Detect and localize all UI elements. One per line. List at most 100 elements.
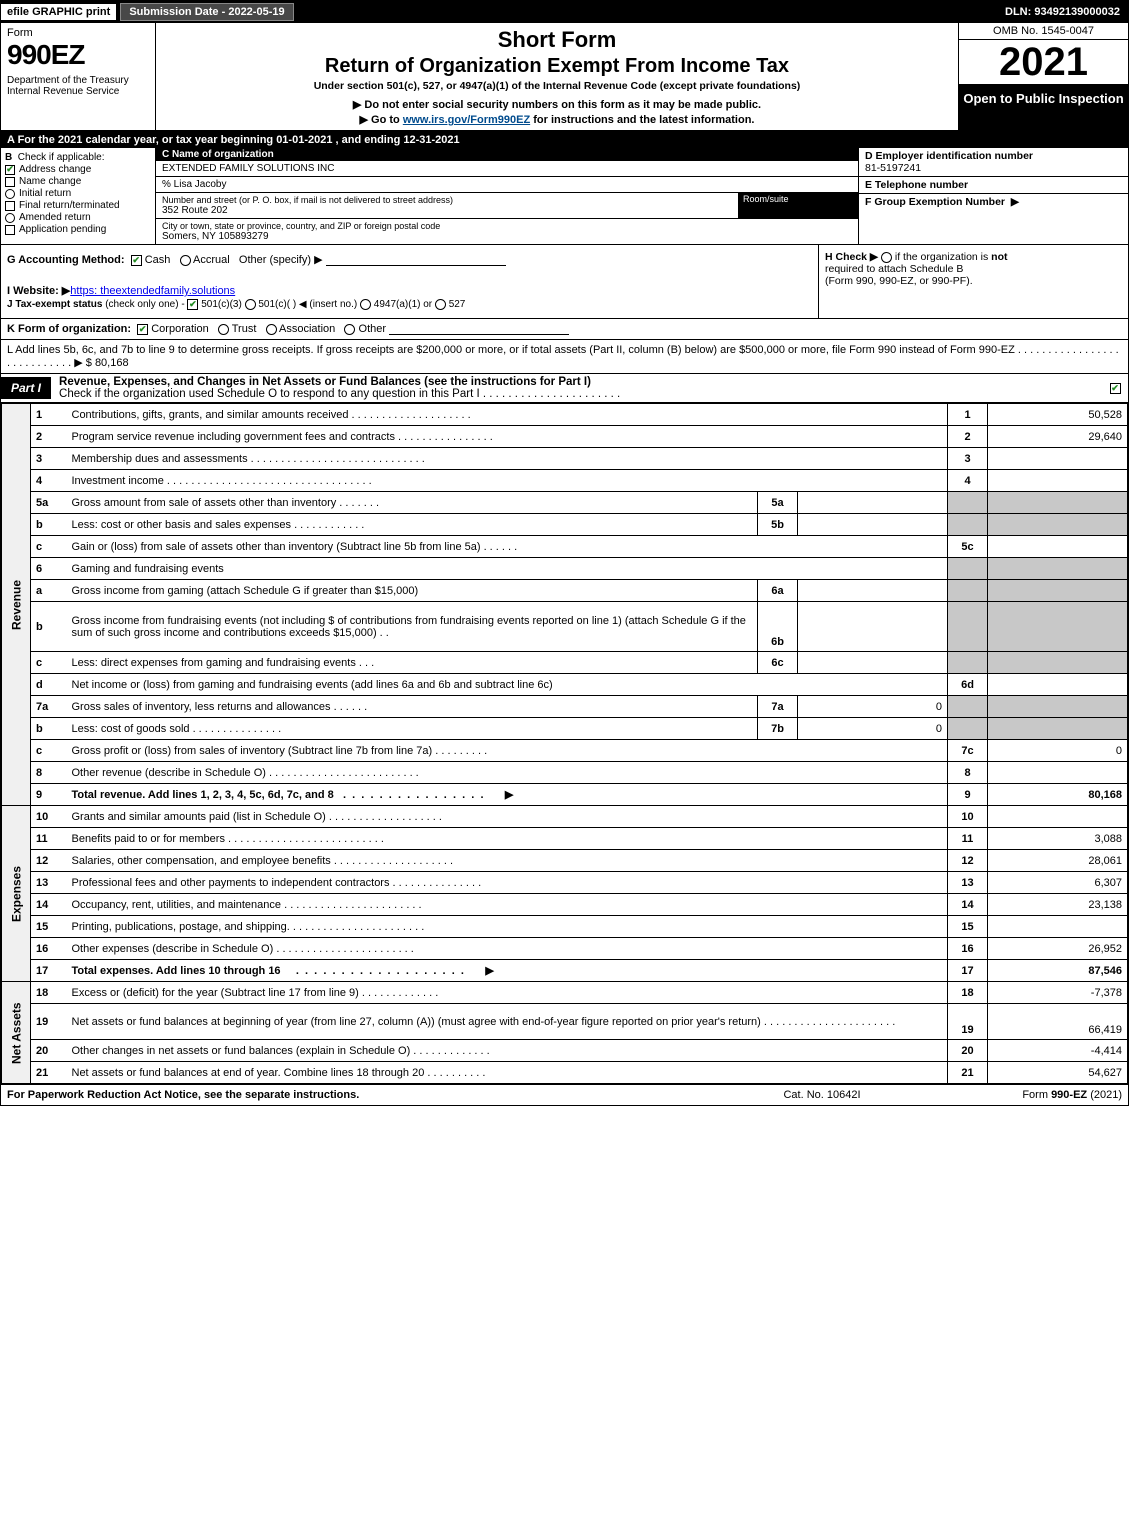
open-to-public: Open to Public Inspection [959,85,1128,130]
chk-address-change[interactable]: ✔Address change [5,164,151,175]
h-checkbox[interactable] [881,252,892,263]
netassets-sidelabel: Net Assets [2,982,31,1084]
chk-name-change[interactable]: Name change [5,176,151,187]
k-other: Other [359,323,387,335]
section-h: H Check ▶ if the organization is not req… [818,245,1128,318]
line-num: 2 [31,426,67,448]
i-label: I Website: ▶ [7,285,70,297]
line-rval [988,674,1128,696]
f-label: F Group Exemption Number [865,196,1005,208]
c-header: C Name of organization [156,148,858,161]
corporation-checkbox[interactable]: ✔ [137,324,148,335]
chk-initial-return[interactable]: Initial return [5,188,151,199]
room-suite-label: Room/suite [738,193,858,218]
header-center: Short Form Return of Organization Exempt… [156,23,958,130]
line-rnum: 1 [948,404,988,426]
section-f: F Group Exemption Number ▶ [859,194,1128,210]
grey-cell [988,696,1128,718]
b-text: Check if applicable: [18,152,105,163]
sections-b-through-f: B Check if applicable: ✔Address change N… [1,148,1128,245]
part-i-check-line: Check if the organization used Schedule … [59,388,620,400]
under-section: Under section 501(c), 527, or 4947(a)(1)… [166,80,948,92]
line-num: 10 [31,806,67,828]
cash-checkbox[interactable]: ✔ [131,255,142,266]
cash-label: Cash [145,254,171,266]
line-midnum: 5b [758,514,798,536]
line-rval: 3,088 [988,828,1128,850]
form-word: Form [7,27,149,39]
line-desc: Professional fees and other payments to … [67,872,948,894]
chk-amended-return[interactable]: Amended return [5,212,151,223]
trust-checkbox[interactable] [218,324,229,335]
line-rnum: 15 [948,916,988,938]
association-checkbox[interactable] [266,324,277,335]
chk-application-pending[interactable]: Application pending [5,224,151,235]
line-midnum: 6b [758,602,798,652]
line-midval [798,580,948,602]
accrual-checkbox[interactable] [180,255,191,266]
line-rnum: 4 [948,470,988,492]
line-desc: Less: direct expenses from gaming and fu… [67,652,758,674]
line-midval [798,652,948,674]
h-text1: H Check ▶ [825,251,881,263]
line-rval [988,536,1128,558]
chk-label: Final return/terminated [19,200,120,211]
501c-checkbox[interactable] [245,299,256,310]
line-num: 19 [31,1004,67,1040]
grey-cell [988,514,1128,536]
line-num: 12 [31,850,67,872]
line-num: 17 [31,960,67,982]
other-blank[interactable] [326,254,506,266]
line-rval [988,762,1128,784]
line-midnum: 6a [758,580,798,602]
part-i-checkbox[interactable]: ✔ [1102,382,1128,394]
k-other-blank[interactable] [389,323,569,335]
line-desc: Net income or (loss) from gaming and fun… [67,674,948,696]
form-header: Form 990EZ Department of the Treasury In… [1,23,1128,132]
line-rval: 6,307 [988,872,1128,894]
top-bar: efile GRAPHIC print Submission Date - 20… [1,1,1128,23]
section-l: L Add lines 5b, 6c, and 7b to line 9 to … [1,340,1128,374]
line-desc: Excess or (deficit) for the year (Subtra… [67,982,948,1004]
grey-cell [988,718,1128,740]
j-opt2: 501(c)( ) ◀ (insert no.) [258,299,357,310]
line-rval: -4,414 [988,1040,1128,1062]
section-i: I Website: ▶https: theextendedfamily.sol… [7,284,812,297]
line-rval: 0 [988,740,1128,762]
grey-cell [988,558,1128,580]
line-num: a [31,580,67,602]
part-i-label: Part I [1,377,51,399]
line-num: 11 [31,828,67,850]
irs-link[interactable]: www.irs.gov/Form990EZ [403,114,530,126]
h-text3: required to attach Schedule B [825,263,1122,275]
chk-final-return[interactable]: Final return/terminated [5,200,151,211]
sections-d-e-f: D Employer identification number 81-5197… [858,148,1128,244]
section-g: G Accounting Method: ✔ Cash Accrual Othe… [7,253,812,266]
footer-right-pre: Form [1022,1089,1051,1101]
section-c: C Name of organization EXTENDED FAMILY S… [156,148,858,244]
l-value: 80,168 [95,357,129,369]
grey-cell [988,652,1128,674]
submission-date: Submission Date - 2022-05-19 [120,3,293,21]
line-num: d [31,674,67,696]
grey-cell [948,652,988,674]
efile-graphic-print[interactable]: efile GRAPHIC print [1,4,116,20]
4947-checkbox[interactable] [360,299,371,310]
527-checkbox[interactable] [435,299,446,310]
line-rval [988,806,1128,828]
goto-post: for instructions and the latest informat… [530,114,754,126]
line-rval: 54,627 [988,1062,1128,1084]
line-midval: 0 [798,718,948,740]
line-num: 4 [31,470,67,492]
line-rval [988,916,1128,938]
501c3-checkbox[interactable]: ✔ [187,299,198,310]
website-link[interactable]: https: theextendedfamily.solutions [70,285,235,297]
line-rval: 66,419 [988,1004,1128,1040]
line-rnum: 18 [948,982,988,1004]
other-checkbox[interactable] [344,324,355,335]
line-num: 20 [31,1040,67,1062]
line-desc: Other expenses (describe in Schedule O) … [67,938,948,960]
grey-cell [948,696,988,718]
page-footer: For Paperwork Reduction Act Notice, see … [1,1084,1128,1105]
line-rval: 23,138 [988,894,1128,916]
